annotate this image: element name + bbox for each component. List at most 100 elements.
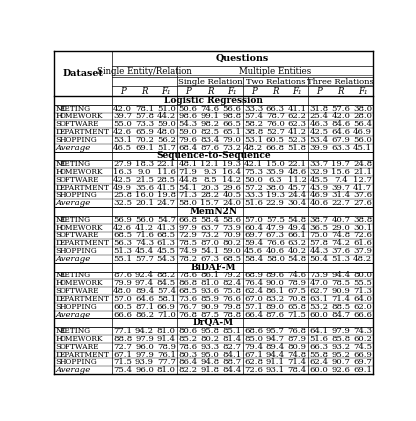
Text: 67.1: 67.1	[244, 351, 263, 359]
Text: 55.0: 55.0	[113, 120, 132, 128]
Text: HOPPING: HOPPING	[59, 247, 97, 255]
Text: H: H	[56, 279, 63, 287]
Text: 89.6: 89.6	[266, 272, 285, 280]
Text: 66.8: 66.8	[178, 216, 198, 224]
Text: 41.5: 41.5	[157, 184, 176, 192]
Text: OFTWARE: OFTWARE	[59, 287, 99, 295]
Text: 20.3: 20.3	[201, 184, 219, 192]
Text: 38.0: 38.0	[353, 104, 372, 112]
Text: P: P	[250, 87, 256, 96]
Text: 76.0: 76.0	[266, 120, 285, 128]
Text: S: S	[56, 176, 62, 184]
Text: R: R	[141, 87, 148, 96]
Text: P: P	[316, 87, 322, 96]
Text: 72.9: 72.9	[178, 232, 198, 240]
Text: 74.3: 74.3	[353, 327, 372, 335]
Text: 59.4: 59.4	[244, 239, 263, 247]
Text: 51.6: 51.6	[310, 335, 328, 343]
Text: Three Relations: Three Relations	[307, 77, 374, 85]
Text: 72.6: 72.6	[353, 232, 372, 240]
Text: 74.5: 74.5	[353, 343, 372, 351]
Text: HOPPING: HOPPING	[59, 303, 97, 311]
Text: 67.3: 67.3	[201, 255, 219, 263]
Text: 52.3: 52.3	[287, 136, 307, 144]
Text: OMEWORK: OMEWORK	[59, 112, 103, 120]
Text: 15.7: 15.7	[201, 199, 219, 207]
Text: 76.4: 76.4	[244, 279, 263, 287]
Text: 85.9: 85.9	[201, 295, 219, 303]
Text: 66.8: 66.8	[266, 144, 285, 152]
Text: 70.2: 70.2	[135, 136, 154, 144]
Text: 40.6: 40.6	[310, 199, 328, 207]
Text: 71.4: 71.4	[331, 295, 350, 303]
Text: Sequence-to-Sequence: Sequence-to-Sequence	[156, 152, 271, 160]
Text: 45.5: 45.5	[310, 176, 328, 184]
Text: 9.0: 9.0	[138, 168, 151, 176]
Text: 55.5: 55.5	[353, 279, 372, 287]
Text: 67.9: 67.9	[331, 136, 350, 144]
Text: 97.9: 97.9	[331, 327, 350, 335]
Text: P: P	[120, 87, 126, 96]
Text: 79.4: 79.4	[244, 343, 263, 351]
Text: 91.8: 91.8	[201, 366, 219, 374]
Text: 35.9: 35.9	[266, 168, 285, 176]
Text: 82.4: 82.4	[222, 279, 241, 287]
Text: OMEWORK: OMEWORK	[59, 279, 103, 287]
Text: 63.1: 63.1	[310, 295, 328, 303]
Text: 42.6: 42.6	[113, 224, 132, 232]
Text: S: S	[56, 192, 62, 200]
Text: 39.9: 39.9	[310, 144, 328, 152]
Text: 86.1: 86.1	[201, 272, 219, 280]
Text: 93.3: 93.3	[201, 343, 220, 351]
Text: 77.1: 77.1	[113, 327, 132, 335]
Text: OMEWORK: OMEWORK	[59, 335, 103, 343]
Text: 44.2: 44.2	[157, 112, 176, 120]
Text: 93.2: 93.2	[331, 343, 350, 351]
Text: H: H	[56, 335, 63, 343]
Text: Two Relations: Two Relations	[245, 77, 305, 85]
Text: 62.0: 62.0	[353, 303, 372, 311]
Text: 73.9: 73.9	[222, 224, 241, 232]
Text: Logistic Regression: Logistic Regression	[164, 96, 263, 105]
Text: 33.3: 33.3	[244, 104, 263, 112]
Text: 54.1: 54.1	[201, 247, 219, 255]
Text: 88.8: 88.8	[113, 335, 132, 343]
Text: 30.4: 30.4	[287, 199, 307, 207]
Text: 44.8: 44.8	[178, 176, 198, 184]
Text: 61.3: 61.3	[157, 239, 176, 247]
Text: 57.0: 57.0	[113, 295, 132, 303]
Text: F₁: F₁	[292, 87, 302, 96]
Text: M: M	[56, 272, 64, 280]
Text: 42.0: 42.0	[113, 104, 132, 112]
Text: 94.4: 94.4	[266, 351, 285, 359]
Text: 25.8: 25.8	[113, 192, 132, 200]
Text: 36.5: 36.5	[310, 224, 328, 232]
Text: 74.2: 74.2	[331, 239, 350, 247]
Text: 85.8: 85.8	[331, 335, 350, 343]
Text: 49.4: 49.4	[287, 224, 307, 232]
Text: 51.8: 51.8	[287, 144, 307, 152]
Text: 29.0: 29.0	[331, 224, 350, 232]
Text: 51.6: 51.6	[244, 199, 263, 207]
Text: 74.6: 74.6	[287, 272, 307, 280]
Text: 88.5: 88.5	[331, 303, 350, 311]
Text: 48.1: 48.1	[178, 160, 198, 168]
Text: Questions: Questions	[216, 54, 269, 63]
Text: 59.0: 59.0	[222, 247, 241, 255]
Text: 58.0: 58.0	[266, 255, 285, 263]
Text: F₁: F₁	[358, 87, 367, 96]
Text: 22.9: 22.9	[266, 199, 285, 207]
Text: 69.1: 69.1	[353, 366, 372, 374]
Text: 57.1: 57.1	[244, 303, 263, 311]
Text: 11.6: 11.6	[157, 168, 176, 176]
Text: 53.1: 53.1	[113, 136, 132, 144]
Text: 56.6: 56.6	[222, 104, 241, 112]
Text: 19.8: 19.8	[157, 192, 176, 200]
Text: 24.8: 24.8	[353, 160, 372, 168]
Text: EPARTMENT: EPARTMENT	[59, 351, 109, 359]
Text: 95.2: 95.2	[331, 351, 350, 359]
Text: EETING: EETING	[59, 327, 91, 335]
Text: 58.2: 58.2	[244, 120, 263, 128]
Text: 65.8: 65.8	[287, 303, 307, 311]
Text: 64.1: 64.1	[310, 327, 328, 335]
